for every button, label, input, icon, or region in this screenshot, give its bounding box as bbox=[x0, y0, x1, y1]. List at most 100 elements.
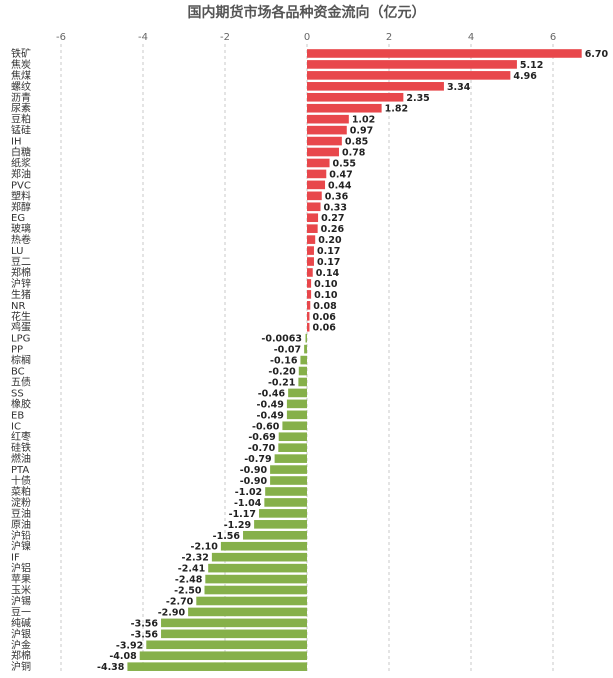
bar bbox=[300, 355, 307, 365]
category-label: 豆粕 bbox=[11, 113, 31, 126]
value-label: 1.02 bbox=[352, 115, 375, 126]
x-tick-label: 2 bbox=[386, 32, 392, 43]
bar bbox=[307, 301, 311, 310]
value-label: -0.70 bbox=[248, 443, 276, 454]
category-label: BC bbox=[11, 367, 25, 378]
category-label: 菜粕 bbox=[11, 485, 31, 498]
bar bbox=[204, 585, 307, 595]
bar bbox=[270, 465, 307, 474]
category-label: SS bbox=[11, 388, 24, 399]
bar bbox=[286, 399, 307, 409]
category-label: 橡胶 bbox=[11, 397, 31, 410]
chart-title: 国内期货市场各品种资金流向（亿元） bbox=[187, 5, 426, 21]
value-label: -2.50 bbox=[174, 586, 202, 597]
category-label: 郑油 bbox=[11, 167, 31, 180]
value-label: -2.41 bbox=[178, 564, 205, 575]
bar bbox=[298, 377, 307, 387]
value-label: 0.17 bbox=[317, 257, 340, 268]
bar bbox=[205, 574, 307, 584]
bar bbox=[146, 640, 307, 650]
category-label: PP bbox=[11, 345, 23, 356]
category-label: 十债 bbox=[11, 474, 31, 487]
category-label: 白糖 bbox=[11, 146, 31, 159]
value-label: 0.27 bbox=[321, 213, 344, 224]
value-label: 6.70 bbox=[585, 49, 609, 60]
category-label: 沪金 bbox=[11, 638, 31, 651]
category-label: 玻璃 bbox=[11, 222, 31, 235]
category-label: 尿素 bbox=[11, 102, 31, 115]
bar bbox=[264, 498, 307, 507]
category-label: 锰硅 bbox=[11, 124, 31, 137]
bar bbox=[265, 487, 307, 496]
bar bbox=[307, 136, 342, 146]
value-label: -0.49 bbox=[257, 410, 284, 421]
value-label: 0.20 bbox=[318, 235, 342, 246]
bar bbox=[307, 246, 314, 255]
category-label: 燃油 bbox=[11, 452, 31, 465]
category-label: 五债 bbox=[11, 375, 31, 388]
category-label: IC bbox=[11, 421, 21, 432]
category-label: 热卷 bbox=[11, 233, 31, 246]
bar bbox=[307, 147, 339, 157]
value-label: 0.17 bbox=[317, 246, 340, 257]
category-label: 淀粉 bbox=[11, 496, 31, 509]
bar bbox=[307, 125, 347, 135]
bar bbox=[307, 103, 382, 113]
bar bbox=[307, 180, 326, 190]
category-label: IF bbox=[11, 553, 20, 564]
value-label: 0.55 bbox=[333, 158, 356, 169]
bar bbox=[307, 82, 444, 91]
bar bbox=[307, 279, 312, 288]
bar bbox=[286, 410, 307, 420]
bar bbox=[196, 596, 307, 606]
bar bbox=[307, 114, 349, 124]
bar bbox=[307, 202, 321, 212]
category-label: 郑棉 bbox=[11, 649, 31, 662]
category-label: 沪银 bbox=[11, 627, 31, 640]
category-label: 纸浆 bbox=[11, 156, 31, 169]
bar bbox=[307, 235, 316, 244]
bar bbox=[307, 49, 582, 58]
value-label: -3.56 bbox=[131, 618, 159, 629]
value-label: 0.08 bbox=[313, 301, 337, 312]
value-label: 0.36 bbox=[325, 191, 349, 202]
category-label: 郑棉 bbox=[11, 266, 31, 279]
category-label: 原油 bbox=[11, 518, 31, 531]
value-label: 2.35 bbox=[406, 93, 429, 104]
value-label: -1.04 bbox=[234, 498, 262, 509]
value-label: -3.92 bbox=[116, 640, 143, 651]
category-label: LU bbox=[11, 246, 23, 257]
category-label: 铁矿 bbox=[11, 47, 31, 60]
bar bbox=[307, 71, 511, 80]
value-label: -1.02 bbox=[235, 487, 262, 498]
bar bbox=[274, 454, 307, 463]
category-label: 焦煤 bbox=[11, 69, 31, 82]
value-label: -2.10 bbox=[191, 542, 219, 553]
category-label: 鸡蛋 bbox=[11, 321, 31, 334]
bar bbox=[298, 366, 307, 376]
category-label: 塑料 bbox=[11, 189, 31, 202]
value-label: -0.0063 bbox=[261, 334, 302, 345]
category-label: 豆一 bbox=[11, 606, 31, 618]
value-label: 0.97 bbox=[350, 126, 373, 137]
bar bbox=[307, 257, 314, 266]
value-label: 0.47 bbox=[329, 169, 352, 180]
category-label: EG bbox=[11, 213, 25, 224]
value-label: -2.32 bbox=[181, 553, 208, 564]
value-label: -1.17 bbox=[229, 509, 256, 520]
x-tick-label: -6 bbox=[56, 32, 66, 43]
category-label: 生猪 bbox=[11, 288, 31, 301]
x-tick-label: -2 bbox=[220, 32, 230, 43]
value-label: 3.34 bbox=[447, 82, 471, 93]
category-label: EB bbox=[11, 410, 24, 421]
value-label: -0.20 bbox=[268, 367, 296, 378]
category-label: IH bbox=[11, 137, 21, 148]
bar bbox=[139, 651, 307, 661]
value-label: 0.06 bbox=[312, 312, 336, 323]
bar bbox=[307, 169, 327, 179]
value-label: 1.82 bbox=[385, 104, 408, 115]
bar bbox=[259, 509, 307, 518]
value-label: -0.79 bbox=[244, 454, 271, 465]
category-label: 沪铅 bbox=[11, 529, 31, 542]
